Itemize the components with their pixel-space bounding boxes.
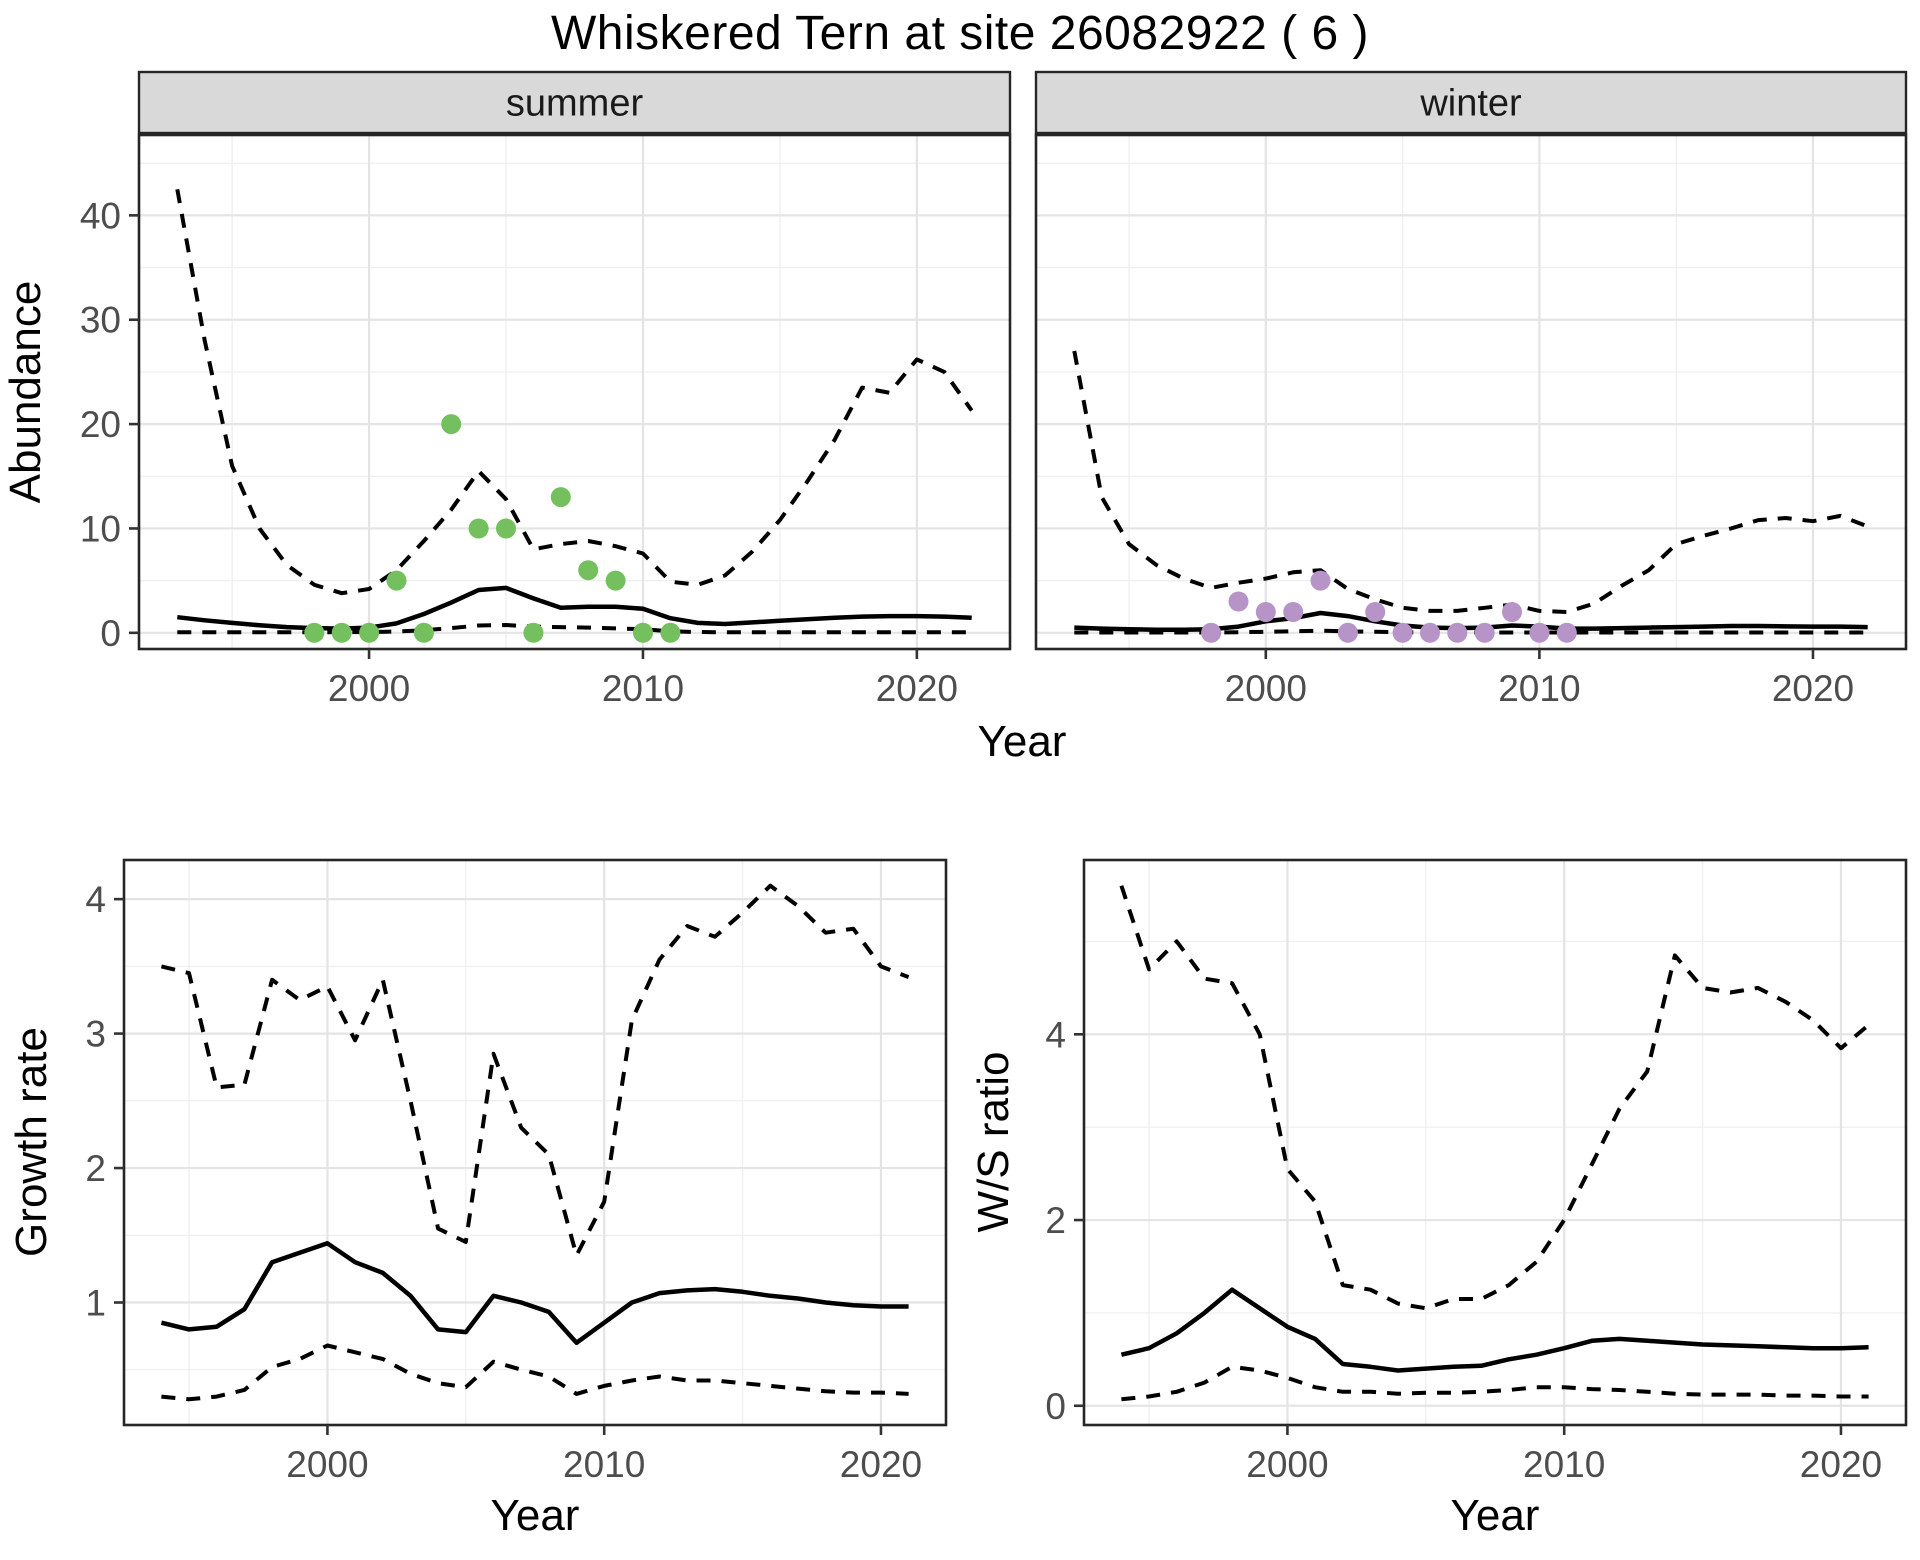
y-tick-label: 2 bbox=[1045, 1200, 1066, 1241]
y-tick-label: 3 bbox=[85, 1014, 106, 1055]
data-point bbox=[386, 570, 407, 591]
panel-border bbox=[1034, 133, 1908, 651]
series-mean-line bbox=[160, 1241, 909, 1346]
data-point bbox=[633, 622, 653, 643]
data-point bbox=[550, 487, 571, 508]
data-point bbox=[1447, 622, 1468, 643]
data-point bbox=[1420, 622, 1440, 643]
x-tick-label: 2000 bbox=[1225, 668, 1307, 709]
panel-growth_rate: 2000 2010 2020 1 2 3 4 Growth rate Year bbox=[7, 858, 948, 1540]
data-point bbox=[1502, 602, 1522, 622]
panel-background bbox=[124, 860, 946, 1425]
y-tick-label: 2 bbox=[85, 1148, 106, 1189]
panel-background bbox=[139, 135, 1010, 649]
data-point bbox=[1392, 622, 1413, 643]
panel-background bbox=[1036, 135, 1906, 649]
series-upper_95ci-line bbox=[1119, 885, 1870, 1311]
gridlines-minor bbox=[139, 135, 1010, 649]
data-point bbox=[1556, 622, 1577, 643]
x-tick-label: 2010 bbox=[602, 668, 684, 709]
data-point bbox=[496, 518, 516, 539]
y-tick-label: 0 bbox=[1045, 1386, 1066, 1427]
x-tick-label: 2020 bbox=[1800, 1444, 1882, 1485]
series-lower_95ci-line bbox=[161, 1343, 909, 1402]
x-tick-label: 2010 bbox=[563, 1444, 645, 1485]
y-axis-title: Growth rate bbox=[7, 1027, 56, 1257]
gridlines-major bbox=[1084, 860, 1906, 1425]
y-tick-label: 4 bbox=[1045, 1014, 1066, 1055]
panel-ws_ratio: 2000 2010 2020 0 2 4 W/S ratio Year bbox=[969, 858, 1908, 1540]
gridlines-minor bbox=[1036, 135, 1906, 649]
data-layer bbox=[1119, 885, 1870, 1402]
x-tick-label: 2020 bbox=[1772, 668, 1854, 709]
data-point bbox=[441, 414, 462, 435]
data-point bbox=[660, 622, 681, 643]
x-tick-label: 2000 bbox=[328, 668, 410, 709]
data-point bbox=[304, 622, 325, 643]
series-upper_95ci-line bbox=[1072, 350, 1869, 614]
facet-strip-label: summer bbox=[506, 83, 644, 125]
series-mean-line bbox=[1120, 1287, 1869, 1373]
panel-background bbox=[1084, 860, 1906, 1425]
y-axis-title: Abundance bbox=[1, 281, 50, 504]
x-tick-label: 2000 bbox=[1246, 1444, 1328, 1485]
x-tick-label: 2010 bbox=[1523, 1444, 1605, 1485]
panel-abundance_summer: summer 2000 2010 2020 0 10 20 30 40 Abundance Year bbox=[1, 70, 1067, 766]
y-tick-label: 0 bbox=[100, 613, 121, 654]
data-layer bbox=[1072, 350, 1869, 643]
series-lower_95ci-line bbox=[1121, 1364, 1869, 1402]
y-tick-label: 40 bbox=[80, 195, 121, 236]
y-tick-label: 30 bbox=[80, 300, 121, 341]
facet-strip bbox=[137, 70, 1012, 135]
data-point bbox=[1283, 602, 1304, 622]
gridlines-major bbox=[139, 135, 1010, 649]
chart-title: Whiskered Tern at site 26082922 ( 6 ) bbox=[550, 7, 1370, 60]
gridlines-minor bbox=[1084, 860, 1906, 1425]
x-axis-title: Year bbox=[1451, 1491, 1540, 1540]
data-point bbox=[1337, 622, 1358, 643]
observed-counts-winter bbox=[1201, 570, 1577, 643]
data-point bbox=[1365, 602, 1386, 622]
data-point bbox=[1201, 622, 1222, 643]
data-point bbox=[1255, 602, 1276, 622]
x-axis-title: Year bbox=[491, 1491, 580, 1540]
y-tick-label: 1 bbox=[85, 1283, 106, 1324]
data-point bbox=[523, 622, 544, 643]
data-point bbox=[413, 622, 434, 643]
panel-abundance_winter: winter 2000 2010 2020 bbox=[1034, 70, 1908, 709]
data-point bbox=[468, 518, 489, 539]
x-tick-label: 2000 bbox=[286, 1444, 368, 1485]
data-layer bbox=[175, 188, 974, 643]
facet-strip bbox=[1034, 70, 1908, 135]
y-tick-label: 4 bbox=[85, 879, 106, 920]
data-layer bbox=[160, 883, 910, 1402]
y-tick-label: 20 bbox=[80, 404, 121, 445]
x-tick-label: 2010 bbox=[1498, 668, 1580, 709]
y-axis-title: W/S ratio bbox=[969, 1052, 1018, 1233]
x-axis-title: Year bbox=[978, 717, 1067, 766]
observed-counts-summer bbox=[304, 414, 681, 643]
series-upper_95ci-line bbox=[175, 188, 974, 596]
panel-border bbox=[137, 133, 1012, 651]
x-tick-label: 2020 bbox=[876, 668, 958, 709]
gridlines-major bbox=[124, 860, 946, 1425]
data-point bbox=[578, 560, 599, 581]
panel-border bbox=[1082, 858, 1908, 1427]
panel-border bbox=[122, 858, 948, 1427]
data-point bbox=[1529, 622, 1550, 643]
data-point bbox=[1228, 591, 1249, 612]
data-point bbox=[1310, 570, 1331, 591]
data-point bbox=[605, 570, 626, 591]
facet-strip-label: winter bbox=[1419, 83, 1522, 125]
y-tick-label: 10 bbox=[80, 508, 121, 549]
data-point bbox=[331, 622, 352, 643]
x-tick-label: 2020 bbox=[840, 1444, 922, 1485]
data-point bbox=[1474, 622, 1495, 643]
data-point bbox=[359, 622, 380, 643]
